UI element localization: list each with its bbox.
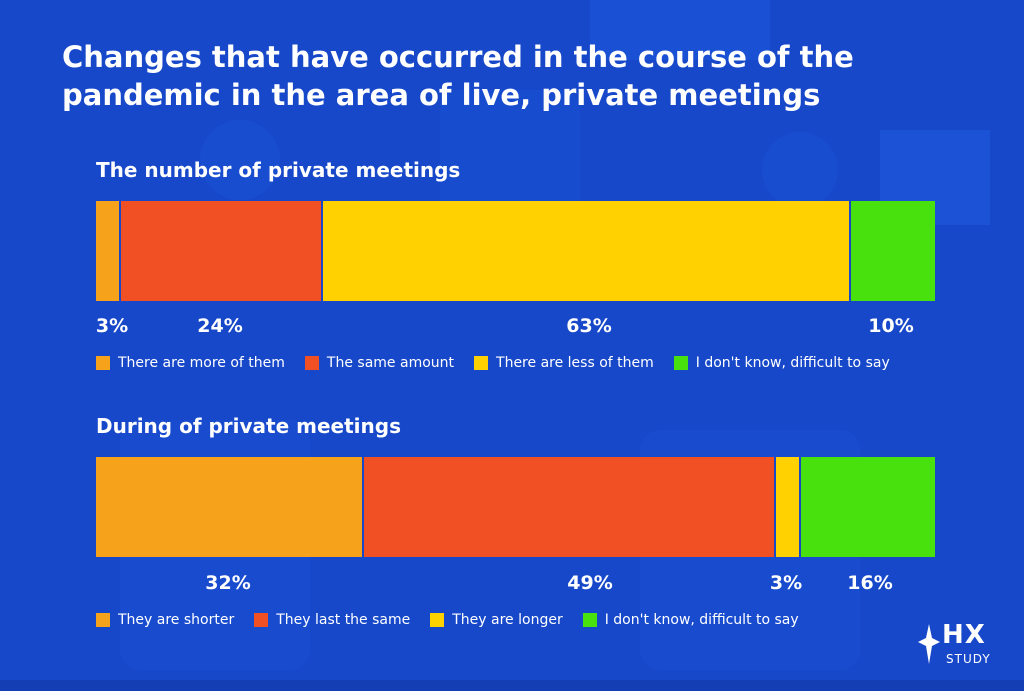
chart-1-label-more: 3% <box>95 315 129 337</box>
chart-2-label-shorter: 32% <box>205 572 251 594</box>
chart-2-label-same: 49% <box>567 572 613 594</box>
legend-swatch <box>304 356 319 370</box>
logo-main-text: HX <box>942 620 986 650</box>
legend-item: They are longer <box>430 612 563 628</box>
chart-1-title: The number of private meetings <box>96 158 461 182</box>
legend-swatch <box>254 613 269 627</box>
legend-label: There are less of them <box>496 355 654 371</box>
chart-2-bar <box>96 457 935 557</box>
legend-label: I don't know, difficult to say <box>695 355 890 371</box>
chart-2-segment-dont-know <box>800 457 935 557</box>
legend-item: There are less of them <box>474 355 654 371</box>
legend-item: I don't know, difficult to say <box>673 355 890 371</box>
chart-title: Changes that have occurred in the course… <box>62 40 854 112</box>
legend-item: They last the same <box>254 612 410 628</box>
chart-2-segment-same <box>364 457 774 557</box>
hx-study-logo: HX STUDY <box>918 620 998 676</box>
chart-1-segment-less <box>322 201 850 301</box>
legend-label: The same amount <box>326 355 455 371</box>
legend-item: I don't know, difficult to say <box>582 612 799 628</box>
legend-item: They are shorter <box>96 612 234 628</box>
legend-item: There are more of them <box>96 355 285 371</box>
legend-label: There are more of them <box>118 355 285 371</box>
legend-swatch <box>96 613 110 627</box>
legend-swatch <box>430 613 445 627</box>
chart-1-label-dont-know: 10% <box>868 315 914 337</box>
chart-1-legend: There are more of them The same amount T… <box>96 355 910 371</box>
legend-label: They are longer <box>452 612 563 628</box>
chart-2-segment-longer <box>775 457 799 557</box>
chart-2-segment-shorter <box>96 457 363 557</box>
chart-2-label-longer: 3% <box>769 572 803 594</box>
chart-1-bar <box>96 201 935 301</box>
legend-label: I don't know, difficult to say <box>604 612 799 628</box>
chart-2-legend: They are shorter They last the same They… <box>96 612 819 628</box>
chart-1-label-same: 24% <box>197 315 243 337</box>
legend-swatch <box>582 613 597 627</box>
logo-star-icon <box>918 624 940 664</box>
chart-1-segment-more <box>96 201 120 301</box>
legend-swatch <box>474 356 489 370</box>
legend-item: The same amount <box>304 355 455 371</box>
chart-2-label-dont-know: 16% <box>847 572 893 594</box>
legend-swatch <box>96 356 110 370</box>
chart-1-segment-same <box>121 201 321 301</box>
legend-label: They last the same <box>276 612 411 628</box>
legend-swatch <box>673 356 688 370</box>
chart-1-label-less: 63% <box>566 315 612 337</box>
chart-2-title: During of private meetings <box>96 414 401 438</box>
chart-1-segment-dont-know <box>851 201 935 301</box>
logo-sub-text: STUDY <box>946 652 991 666</box>
legend-label: They are shorter <box>118 612 235 628</box>
